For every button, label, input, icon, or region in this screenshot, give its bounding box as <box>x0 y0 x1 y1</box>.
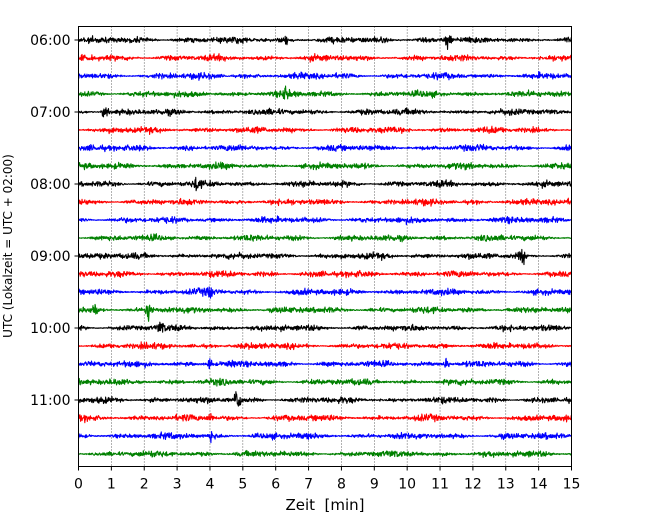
x-tick-label: 1 <box>107 477 116 493</box>
y-axis-label: UTC (Lokalzeit = UTC + 02:00) <box>1 154 15 338</box>
x-tick-label: 10 <box>398 477 416 493</box>
plot-frame <box>78 26 572 467</box>
gridlines <box>111 26 539 467</box>
y-tick-label: 11:00 <box>30 393 70 409</box>
y-tick-label: 10:00 <box>30 321 70 337</box>
seismogram-trace <box>77 321 572 333</box>
y-tick-label: 06:00 <box>30 33 70 49</box>
x-tick-label: 3 <box>173 477 182 493</box>
x-tick-label: 9 <box>370 477 379 493</box>
x-tick-label: 13 <box>497 477 515 493</box>
seismogram-trace <box>78 431 572 444</box>
seismogram-trace <box>78 215 572 226</box>
y-tick-label: 09:00 <box>30 249 70 265</box>
seismogram-trace <box>77 176 573 192</box>
seismogram-trace <box>78 377 573 387</box>
y-axis-ticks: 06:00 07:00 08:00 09:00 10:00 11:00 <box>30 33 79 409</box>
x-tick-label: 12 <box>464 477 482 493</box>
seismogram-trace <box>78 341 572 351</box>
seismogram-trace <box>78 233 572 243</box>
seismogram-trace <box>77 303 572 322</box>
seismogram-traces <box>77 35 573 458</box>
seismogram-trace <box>77 248 573 266</box>
x-tick-label: 11 <box>431 477 449 493</box>
seismogram-trace <box>78 286 573 299</box>
x-tick-label: 15 <box>563 477 581 493</box>
seismogram-trace <box>77 357 573 370</box>
x-tick-label: 8 <box>337 477 346 493</box>
x-tick-label: 2 <box>140 477 149 493</box>
y-tick-label: 08:00 <box>30 177 70 193</box>
seismogram-trace <box>77 143 573 153</box>
seismogram-trace <box>78 35 573 51</box>
x-axis-label: Zeit [min] <box>285 496 364 514</box>
seismogram-trace <box>77 161 573 171</box>
seismogram-trace <box>77 391 572 407</box>
x-tick-label: 0 <box>74 477 83 493</box>
y-tick-label: 07:00 <box>30 105 70 121</box>
seismogram-trace <box>77 70 573 81</box>
seismogram-trace <box>77 85 573 100</box>
x-tick-label: 14 <box>530 477 548 493</box>
x-tick-label: 7 <box>304 477 313 493</box>
seismogram-trace <box>77 413 572 424</box>
seismogram-trace <box>77 197 573 207</box>
x-tick-label: 5 <box>238 477 247 493</box>
seismogram-trace <box>77 107 572 118</box>
seismogram-trace <box>77 269 572 279</box>
seismogram-trace <box>77 53 573 63</box>
x-axis-ticks: 0 1 2 3 4 5 6 7 8 9 10 11 12 13 14 15 <box>74 466 581 493</box>
x-tick-label: 4 <box>206 477 215 493</box>
seismogram-trace <box>78 449 572 458</box>
seismogram-trace <box>78 125 572 136</box>
x-tick-label: 6 <box>271 477 280 493</box>
